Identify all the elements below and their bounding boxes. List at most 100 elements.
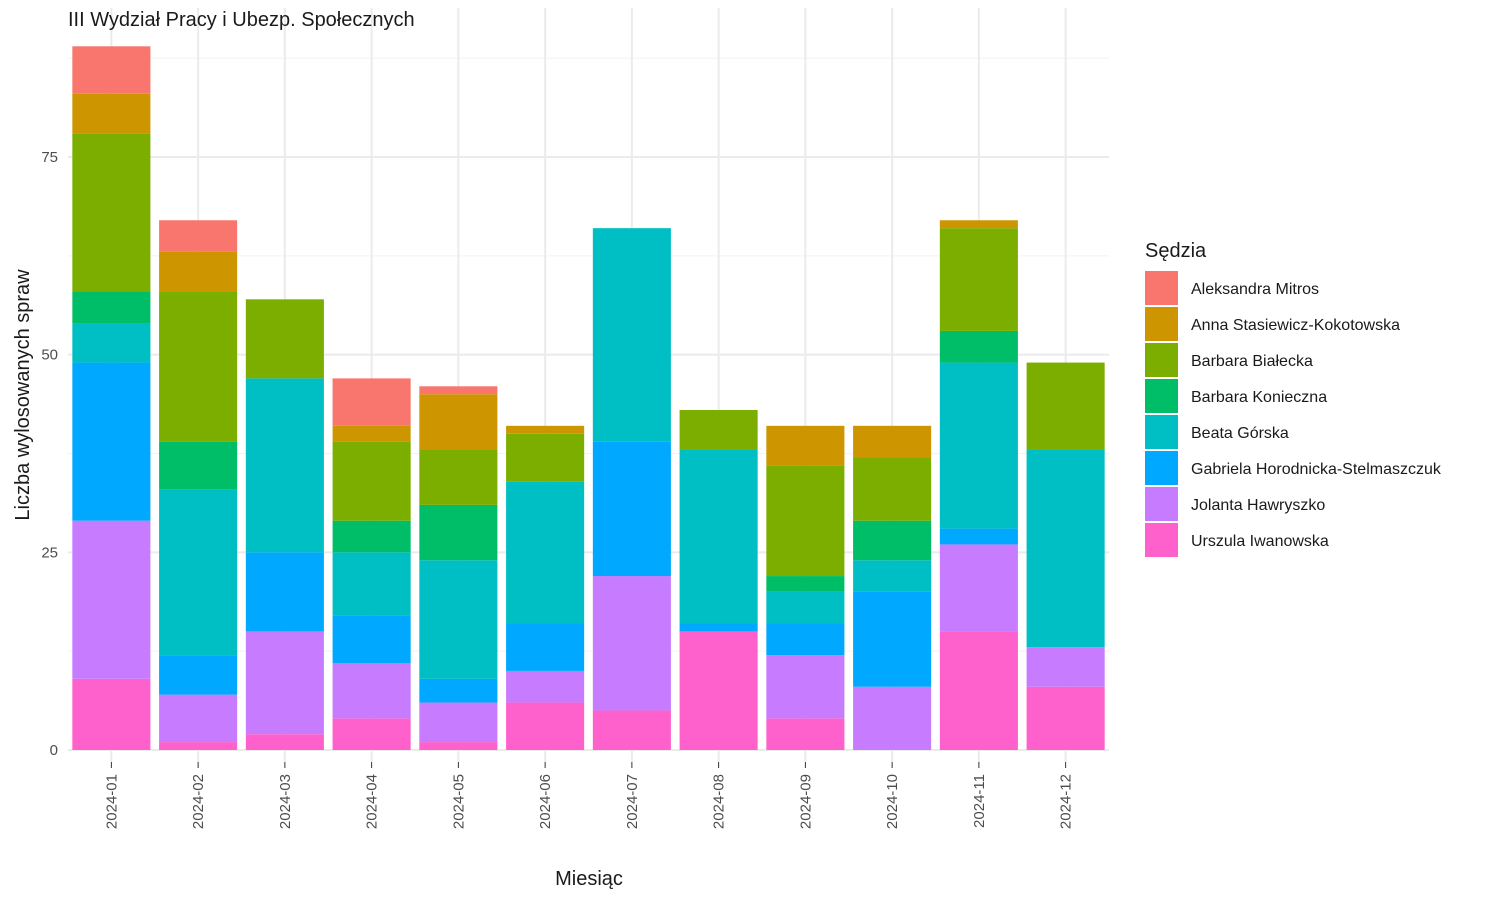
bar-segment (853, 591, 932, 687)
legend-swatch (1145, 271, 1178, 305)
bar-segment (1026, 449, 1105, 648)
legend-label: Barbara Białecka (1191, 353, 1313, 370)
bar-segment (853, 686, 932, 750)
x-tick-label: 2024-06 (537, 774, 554, 829)
bar-segment (332, 552, 411, 616)
bar-segment (1026, 647, 1105, 687)
bar-segment (939, 220, 1018, 229)
bar-segment (506, 702, 585, 750)
legend-swatch (1145, 415, 1178, 449)
bar-segment (419, 702, 498, 743)
bar-segment (853, 520, 932, 561)
bar-segment (419, 742, 498, 750)
bar-segment (332, 663, 411, 719)
bar-segment (159, 291, 238, 442)
x-tick-label: 2024-09 (797, 774, 814, 829)
legend-swatch (1145, 451, 1178, 485)
bar-segment (332, 718, 411, 750)
x-tick-label: 2024-12 (1058, 774, 1075, 829)
legend-label: Anna Stasiewicz-Kokotowska (1191, 317, 1400, 334)
bar-segment (766, 576, 845, 592)
legend-label: Gabriela Horodnicka-Stelmaszczuk (1191, 461, 1442, 478)
bar-segment (853, 457, 932, 521)
bar-segment (332, 615, 411, 664)
bar-segment (332, 378, 411, 426)
bar-segment (419, 394, 498, 450)
y-axis-title: Liczba wylosowanych spraw (12, 269, 34, 521)
bar-segment (853, 425, 932, 458)
legend: Aleksandra Mitros Anna Stasiewicz-Kokotow… (1145, 271, 1442, 557)
bar-segment (245, 299, 324, 379)
legend-label: Jolanta Hawryszko (1191, 497, 1325, 514)
bar-segment (853, 560, 932, 592)
x-tick-label: 2024-07 (624, 774, 641, 829)
x-tick-label: 2024-03 (277, 774, 294, 829)
bar-segment (592, 441, 671, 577)
legend-label: Beata Górska (1191, 425, 1289, 442)
bar-segment (766, 425, 845, 466)
x-tick-label: 2024-11 (971, 774, 988, 828)
bar-segment (592, 228, 671, 442)
bar-segment (506, 623, 585, 671)
y-tick-label: 25 (41, 544, 58, 561)
x-tick-label: 2024-05 (450, 774, 467, 829)
bar-segment (159, 220, 238, 252)
bar-segment (939, 330, 1018, 363)
bar-segment (72, 291, 151, 324)
x-tick-label: 2024-01 (103, 774, 120, 829)
bar-segment (159, 655, 238, 695)
bar-segment (506, 425, 585, 434)
bar-segment (159, 742, 238, 750)
bar-segment (72, 520, 151, 679)
y-axis-ticks: 0 25 50 75 (41, 149, 58, 759)
bar-segment (72, 93, 151, 134)
bar-segment (1026, 362, 1105, 450)
bar-segment (766, 655, 845, 719)
legend-swatch (1145, 343, 1178, 377)
bar-segment (679, 623, 758, 632)
bar-segment (332, 520, 411, 553)
bar-segment (1026, 686, 1105, 750)
bar-segment (506, 670, 585, 703)
x-axis-title: Miesiąc (555, 868, 623, 890)
bar-segment (159, 489, 238, 656)
bar-segment (939, 631, 1018, 750)
bar-segment (766, 718, 845, 750)
bar-segment (332, 425, 411, 442)
bar-segment (939, 528, 1018, 545)
bar-segment (159, 251, 238, 292)
bar-segment (419, 560, 498, 679)
bar-segment (332, 441, 411, 521)
bar-segment (245, 734, 324, 750)
chart-title: III Wydział Pracy i Ubezp. Społecznych (68, 9, 415, 31)
bar-segment (939, 544, 1018, 632)
bar-segment (245, 552, 324, 632)
legend-swatch (1145, 487, 1178, 521)
legend-swatch (1145, 523, 1178, 557)
bars (72, 46, 1105, 750)
legend-label: Barbara Konieczna (1191, 389, 1327, 406)
bar-segment (679, 449, 758, 624)
bar-segment (72, 46, 151, 94)
bar-segment (506, 481, 585, 624)
bar-segment (679, 631, 758, 750)
bar-segment (419, 678, 498, 703)
x-tick-label: 2024-02 (190, 774, 207, 829)
bar-segment (72, 678, 151, 750)
bar-segment (592, 576, 671, 711)
bar-segment (679, 410, 758, 450)
x-axis-ticks: 2024-01 2024-02 2024-03 2024-04 2024-05 2024-… (103, 762, 1075, 829)
bar-segment (766, 623, 845, 656)
y-tick-label: 50 (41, 347, 58, 364)
legend-swatch (1145, 307, 1178, 341)
legend-title: Sędzia (1145, 240, 1207, 262)
bar-segment (159, 441, 238, 490)
legend-label: Aleksandra Mitros (1191, 281, 1319, 298)
bar-segment (766, 465, 845, 577)
legend-swatch (1145, 379, 1178, 413)
bar-segment (419, 386, 498, 395)
bar-segment (766, 591, 845, 624)
bar-segment (419, 504, 498, 561)
x-tick-label: 2024-04 (364, 774, 381, 829)
